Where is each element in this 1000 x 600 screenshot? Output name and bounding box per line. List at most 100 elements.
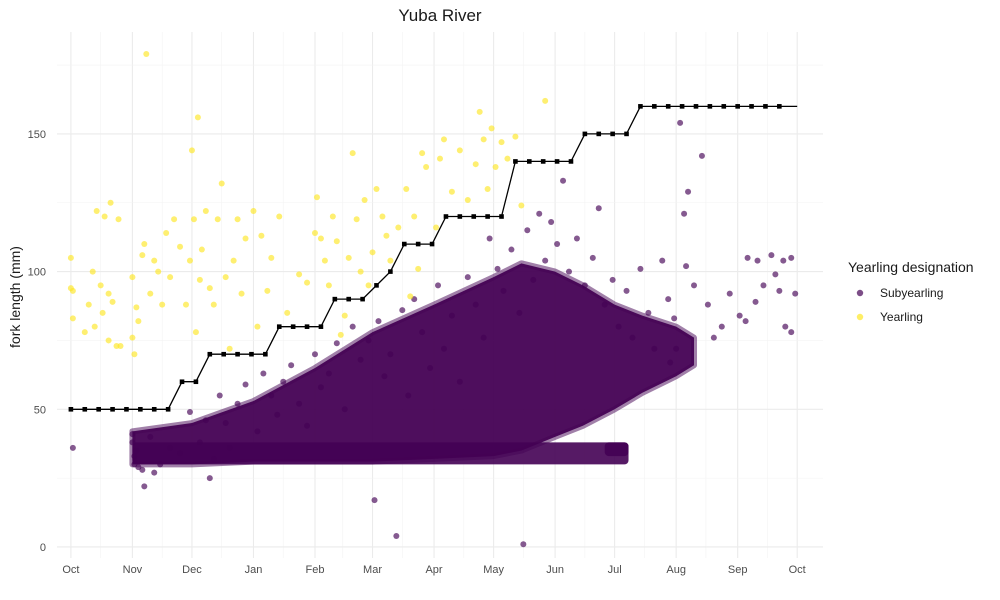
yearling-point xyxy=(311,230,318,237)
yearling-point xyxy=(186,257,193,264)
yearling-point xyxy=(117,342,124,349)
yearling-point xyxy=(89,268,96,275)
subyearling-point xyxy=(742,318,749,325)
subyearling-point xyxy=(69,444,76,451)
subyearling-point xyxy=(387,351,394,358)
yearling-point xyxy=(230,257,237,264)
subyearling-point xyxy=(752,298,759,305)
yearling-point xyxy=(333,238,340,245)
scatter-points xyxy=(67,51,799,548)
subyearling-point xyxy=(464,274,471,281)
subyearling-point xyxy=(349,323,356,330)
subyearling-point xyxy=(710,334,717,341)
subyearling-point xyxy=(673,345,680,352)
step-line-marker xyxy=(374,283,379,288)
yearling-point xyxy=(480,136,487,143)
subyearling-point xyxy=(645,309,652,316)
subyearling-point xyxy=(524,227,531,234)
step-line-marker xyxy=(110,406,115,412)
subyearling-point xyxy=(520,541,527,548)
subyearling-point xyxy=(419,329,426,336)
subyearling-point xyxy=(677,119,684,126)
yearling-point xyxy=(296,271,303,278)
yearling-point xyxy=(488,125,495,132)
step-line-marker xyxy=(610,131,615,137)
subyearling-point xyxy=(609,276,616,283)
subyearling-point xyxy=(427,364,434,371)
x-tick-label: Oct xyxy=(62,564,79,576)
subyearling-point xyxy=(440,345,447,352)
yearling-point xyxy=(242,235,249,242)
subyearling-point xyxy=(691,282,698,289)
yearling-point xyxy=(218,180,225,187)
step-line-marker xyxy=(360,296,365,302)
x-tick-label: Jun xyxy=(546,564,564,576)
yearling-point xyxy=(105,337,112,344)
yearling-point xyxy=(147,290,154,297)
yearling-point xyxy=(365,282,372,289)
subyearling-point xyxy=(242,381,249,388)
legend-swatch xyxy=(856,289,864,297)
subyearling-point xyxy=(629,334,636,341)
step-line-marker xyxy=(165,406,171,412)
subyearling-point xyxy=(333,340,340,347)
yearling-point xyxy=(476,108,483,115)
yearling-point xyxy=(437,155,443,162)
yearling-point xyxy=(115,216,122,223)
yearling-point xyxy=(131,351,138,358)
yearling-point xyxy=(135,318,142,325)
step-line-marker xyxy=(235,351,240,357)
subyearling-point xyxy=(536,210,543,217)
yearling-point xyxy=(345,254,352,261)
subyearling-point xyxy=(375,318,382,325)
yearling-point xyxy=(258,232,265,239)
step-line-marker xyxy=(332,296,338,302)
legend-swatch xyxy=(856,313,864,321)
subyearling-point xyxy=(371,497,378,504)
step-line-marker xyxy=(735,104,740,109)
step-line-marker xyxy=(499,214,504,219)
x-tick-label: Apr xyxy=(425,564,442,576)
yearling-point xyxy=(105,290,112,297)
yearling-point xyxy=(284,309,291,316)
subyearling-cloud-band xyxy=(604,442,629,457)
x-tick-label: Nov xyxy=(123,564,143,576)
step-line-marker xyxy=(721,104,727,109)
subyearling-point xyxy=(448,312,455,319)
subyearling-point xyxy=(651,345,658,352)
subyearling-point xyxy=(736,312,743,319)
subyearling-point xyxy=(226,444,233,451)
yearling-point xyxy=(518,202,525,209)
yearling-point xyxy=(234,216,241,223)
step-line-marker xyxy=(124,406,129,412)
subyearling-point xyxy=(589,254,596,261)
subyearling-point xyxy=(254,428,261,435)
step-line-marker xyxy=(527,159,532,164)
yearling-point xyxy=(395,224,402,231)
subyearling-point xyxy=(435,282,442,289)
step-line-marker xyxy=(513,159,518,164)
yearling-point xyxy=(202,208,209,215)
yearling-point xyxy=(81,329,88,336)
subyearling-point xyxy=(288,362,295,369)
subyearling-point xyxy=(581,282,588,289)
x-tick-label: Sep xyxy=(728,564,748,576)
yearling-point xyxy=(214,216,221,223)
yearling-point xyxy=(210,301,217,308)
yearling-point xyxy=(329,213,336,220)
step-line-marker xyxy=(638,104,643,109)
yearling-point xyxy=(91,323,98,330)
subyearling-point xyxy=(486,235,493,242)
subyearling-point xyxy=(516,309,523,316)
subyearling-point xyxy=(698,152,705,159)
yearling-point xyxy=(182,301,189,308)
yearling-point xyxy=(159,301,166,308)
yearling-point xyxy=(254,323,261,330)
subyearling-point xyxy=(317,384,324,391)
x-tick-label: May xyxy=(483,564,504,576)
step-line-marker xyxy=(346,296,352,302)
subyearling-point xyxy=(393,532,400,539)
subyearling-point xyxy=(186,409,193,416)
subyearling-point xyxy=(718,323,725,330)
step-line-marker xyxy=(707,104,713,109)
